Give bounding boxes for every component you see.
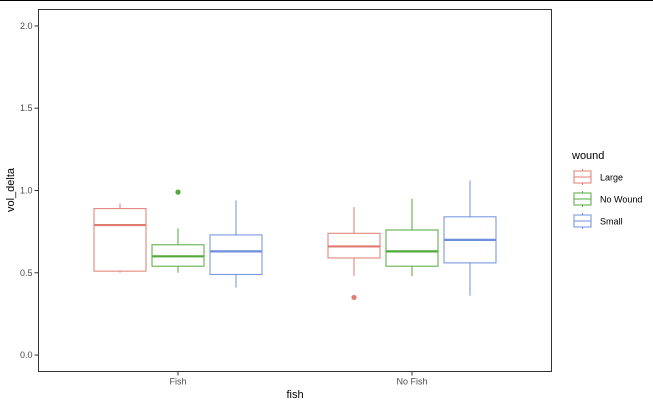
box-small [209, 200, 263, 288]
legend-title: wound [571, 150, 604, 162]
y-tick-label: 0.5 [20, 268, 33, 278]
box-layer [93, 180, 497, 301]
x-tick-label: No Fish [396, 377, 427, 387]
y-tick-label: 1.0 [20, 186, 33, 196]
y-axis: 0.0 0.5 1.0 1.5 2.0 [20, 21, 39, 360]
box-large [327, 206, 381, 301]
box-iqr [209, 234, 263, 275]
box-no-wound [385, 198, 439, 277]
legend: wound Large No Wound Small [571, 150, 642, 229]
x-axis: Fish No Fish [169, 371, 428, 387]
box-large [93, 203, 147, 273]
legend-label: Large [600, 173, 623, 183]
plot-panel [38, 9, 552, 372]
outlier-point [351, 294, 357, 301]
outlier-point [175, 189, 181, 195]
y-tick-label: 0.0 [20, 350, 33, 360]
box-no-wound [151, 189, 205, 273]
x-axis-label: fish [286, 389, 303, 401]
x-tick-label: Fish [169, 377, 186, 387]
y-tick-label: 1.5 [20, 103, 33, 113]
legend-label: Small [600, 217, 623, 227]
legend-item: Small [573, 213, 623, 229]
box-small [443, 180, 497, 296]
legend-item: No Wound [573, 191, 642, 207]
y-axis-label: vol_delta [5, 167, 17, 212]
box-iqr [385, 229, 439, 267]
y-tick-label: 2.0 [20, 21, 33, 31]
legend-item: Large [573, 169, 623, 185]
legend-label: No Wound [600, 195, 642, 205]
box-iqr [93, 208, 147, 272]
